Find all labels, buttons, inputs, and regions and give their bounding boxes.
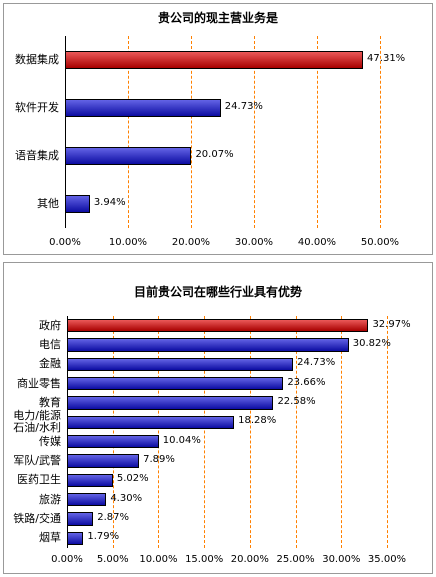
category-label: 语音集成 (15, 149, 59, 162)
axis-line (65, 36, 66, 228)
value-label: 10.04% (162, 434, 201, 446)
category-label: 电力/能源 石油/水利 (13, 409, 61, 435)
category-label: 其他 (37, 197, 59, 210)
category-label: 烟草 (39, 531, 61, 545)
category-label: 政府 (39, 318, 61, 332)
bar (67, 415, 235, 430)
bar (67, 512, 94, 526)
value-label: 23.66% (287, 376, 326, 388)
x-tick-label: 10.00% (139, 554, 178, 565)
bar (67, 396, 274, 410)
value-label: 4.30% (110, 492, 143, 504)
bar (67, 376, 284, 391)
category-label: 铁路/交通 (13, 511, 61, 525)
grid-line (387, 316, 388, 548)
x-tick-label: 30.00% (234, 237, 274, 248)
category-label: 旅游 (39, 492, 61, 506)
grid-line (380, 36, 381, 228)
bar (67, 318, 369, 333)
value-label: 3.94% (93, 197, 126, 208)
bar (65, 147, 192, 165)
value-label: 5.02% (116, 473, 149, 485)
x-tick-label: 35.00% (367, 554, 407, 565)
x-tick-label: 50.00% (360, 237, 400, 248)
value-label: 24.73% (224, 101, 263, 112)
x-tick-label: 0.00% (49, 237, 81, 248)
category-label: 军队/武警 (13, 453, 61, 467)
category-label: 数据集成 (15, 53, 59, 66)
category-label: 教育 (39, 395, 61, 409)
axis-line (67, 316, 68, 548)
bar (67, 531, 84, 546)
category-label: 医药卫生 (17, 473, 61, 487)
x-tick-label: 15.00% (185, 554, 224, 565)
bar (65, 195, 90, 213)
value-label: 30.82% (352, 338, 391, 349)
chart-title: 贵公司的现主营业务是 (157, 11, 278, 25)
x-tick-label: 10.00% (108, 237, 148, 248)
x-tick-label: 20.00% (230, 554, 269, 565)
x-tick-label: 25.00% (276, 554, 315, 565)
panel (3, 262, 433, 574)
panel (3, 3, 433, 255)
grid-line (317, 36, 318, 228)
value-label: 47.31% (367, 53, 406, 64)
bar (65, 51, 364, 69)
x-tick-label: 5.00% (96, 554, 129, 565)
bar (67, 357, 294, 372)
grid-line (128, 36, 129, 228)
grid-line (254, 36, 255, 228)
grid-line (112, 316, 114, 548)
category-label: 金融 (39, 357, 61, 371)
x-tick-label: 0.00% (51, 554, 83, 565)
category-label: 传媒 (39, 434, 61, 448)
bar (67, 473, 113, 488)
category-label: 电信 (39, 337, 61, 351)
grid-line (191, 36, 192, 228)
x-tick-label: 40.00% (297, 237, 337, 248)
value-label: 22.58% (277, 396, 316, 407)
value-label: 20.07% (195, 149, 234, 160)
grid-line (295, 316, 297, 548)
grid-line (341, 316, 343, 548)
x-tick-label: 20.00% (171, 237, 211, 248)
grid-line (158, 316, 160, 548)
chart-title: 目前贵公司在哪些行业具有优势 (133, 285, 302, 299)
category-label: 商业零售 (17, 376, 61, 390)
category-label: 软件开发 (15, 101, 59, 114)
value-label: 18.28% (238, 415, 277, 427)
bar (65, 99, 221, 117)
bar (67, 338, 349, 352)
value-label: 7.89% (143, 454, 175, 465)
x-tick-label: 30.00% (322, 554, 361, 565)
value-label: 2.87% (97, 512, 130, 523)
grid-line (249, 316, 251, 548)
grid-line (204, 316, 206, 548)
bar (67, 492, 107, 507)
value-label: 32.97% (372, 318, 411, 330)
value-label: 1.79% (87, 531, 120, 543)
bar (67, 454, 140, 468)
value-label: 24.73% (297, 357, 336, 369)
bar (67, 434, 159, 449)
